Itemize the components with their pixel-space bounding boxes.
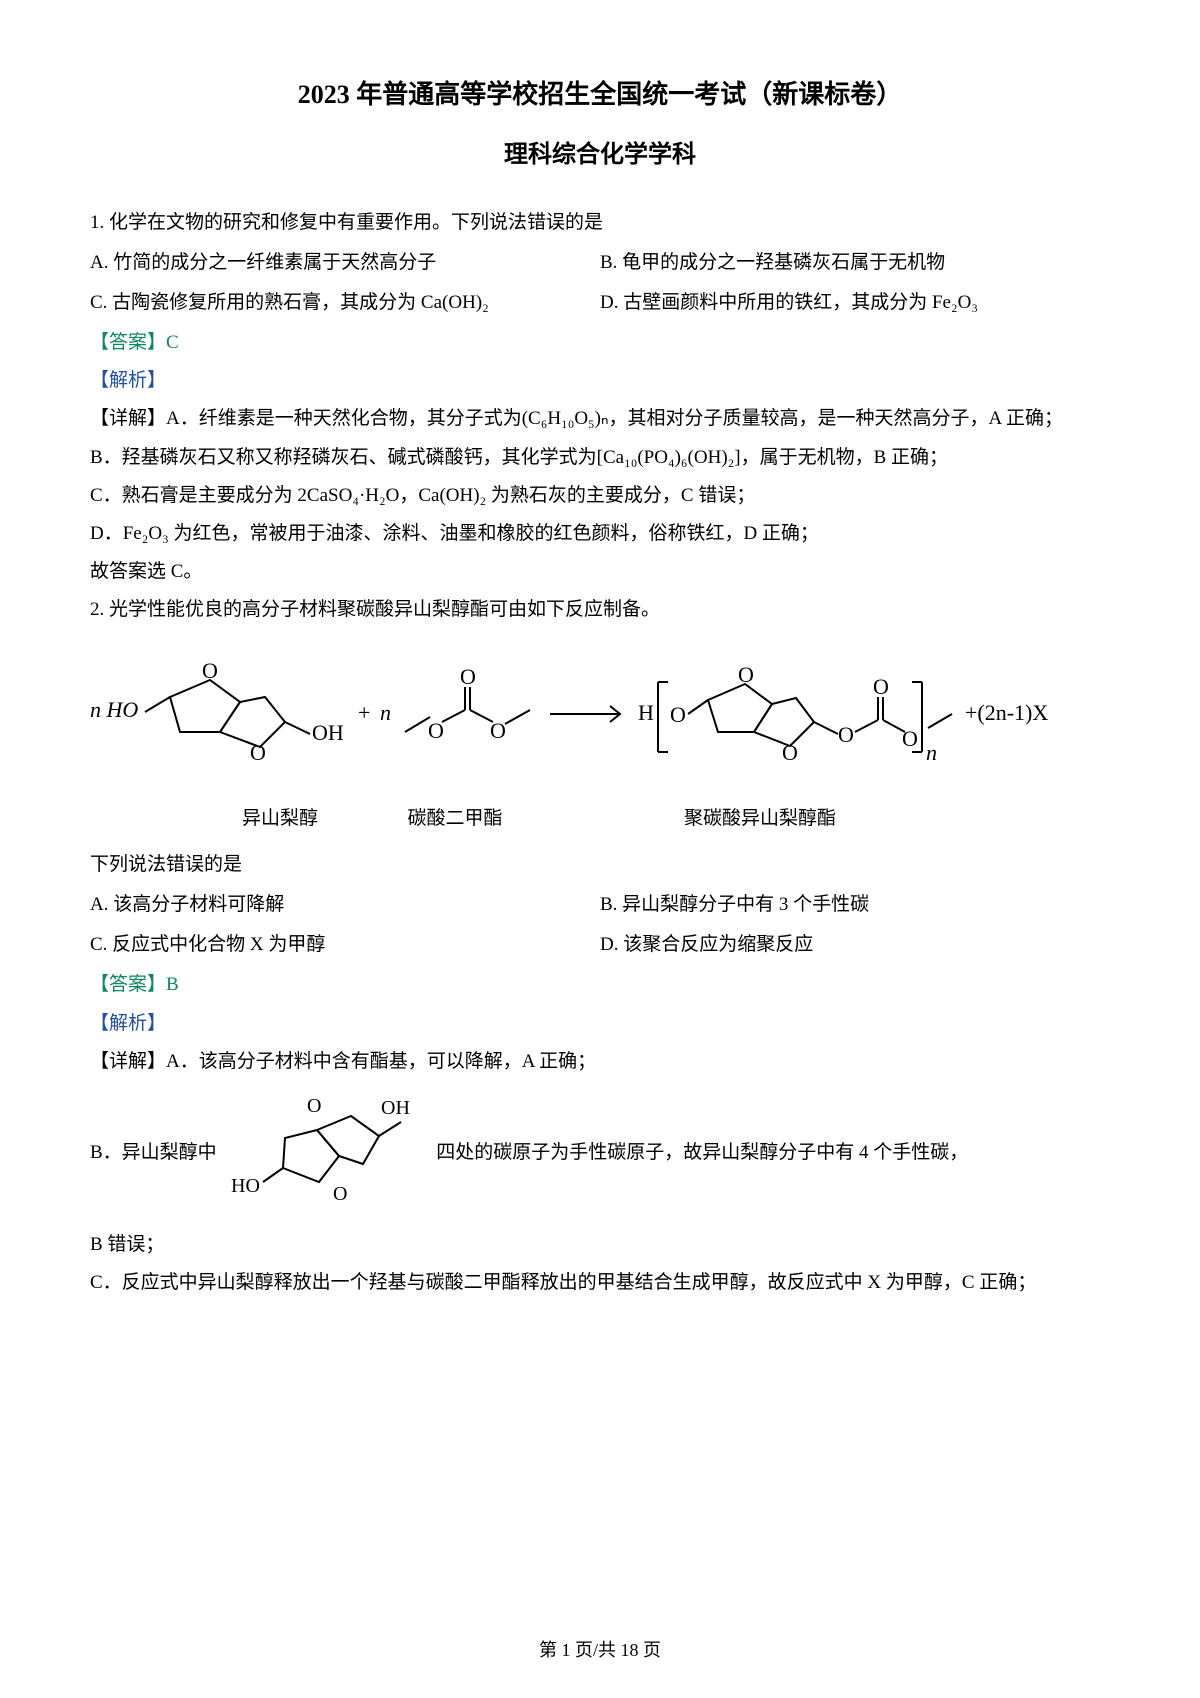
- polymer-bicyclic-structure: O O: [688, 662, 838, 765]
- isosorbide-structure: O O OH: [145, 658, 344, 765]
- svg-text:OH: OH: [381, 1097, 410, 1119]
- q1-detail-c: C．熟石膏是主要成分为 2CaSO₄·H₂O，Ca(OH)₂ 为熟石灰的主要成分…: [90, 478, 1110, 514]
- q1-detail-b: B．羟基磷灰石又称又称羟磷灰石、碱式磷酸钙，其化学式为[Ca₁₀(PO₄)₆(O…: [90, 440, 1110, 476]
- q1-option-d: D. 古壁画颜料中所用的铁红，其成分为 Fe₂O₃: [600, 285, 1110, 321]
- svg-text:O: O: [202, 658, 218, 683]
- q2-option-d: D. 该聚合反应为缩聚反应: [600, 927, 1110, 963]
- svg-text:O: O: [460, 664, 476, 689]
- page-content: 2023 年普通高等学校招生全国统一考试（新课标卷） 理科综合化学学科 1. 化…: [0, 0, 1200, 1363]
- dimethyl-carbonate-structure: O O O: [405, 664, 530, 743]
- svg-text:n: n: [926, 740, 937, 765]
- reaction-plus: +: [358, 700, 370, 725]
- q2-stem: 2. 光学性能优良的高分子材料聚碳酸异山梨醇酯可由如下反应制备。: [90, 592, 1110, 628]
- svg-text:O: O: [250, 740, 266, 765]
- svg-text:OH: OH: [312, 720, 344, 745]
- q2-option-c: C. 反应式中化合物 X 为甲醇: [90, 927, 600, 963]
- svg-text:HO: HO: [231, 1175, 260, 1197]
- q2-analysis-label: 【解析】: [90, 1006, 1110, 1042]
- svg-text:O: O: [428, 718, 444, 743]
- svg-text:O: O: [490, 718, 506, 743]
- q2-reaction-diagram: n HO O O OH + n O: [90, 642, 1110, 795]
- exam-subtitle: 理科综合化学学科: [90, 133, 1110, 179]
- svg-text:O: O: [670, 702, 686, 727]
- reaction-n-prefix: n HO: [90, 697, 138, 722]
- svg-text:O: O: [738, 662, 754, 687]
- svg-text:O: O: [838, 722, 854, 747]
- q2-post-stem: 下列说法错误的是: [90, 847, 1110, 883]
- svg-text:O: O: [307, 1095, 321, 1117]
- q2-detail-c: C．反应式中异山梨醇释放出一个羟基与碳酸二甲酯释放出的甲基结合生成甲醇，故反应式…: [90, 1265, 1110, 1301]
- q1-answer: 【答案】C: [90, 325, 1110, 361]
- q1-option-b: B. 龟甲的成分之一羟基磷灰石属于无机物: [600, 245, 1110, 281]
- q2-option-b: B. 异山梨醇分子中有 3 个手性碳: [600, 887, 1110, 923]
- label-isosorbide: 异山梨醇: [200, 801, 360, 837]
- q2-reaction-labels: 异山梨醇 碳酸二甲酯 聚碳酸异山梨醇酯: [90, 801, 1110, 837]
- q2-detail-b-pre: B．异山梨醇中: [90, 1142, 217, 1163]
- q2-option-a: A. 该高分子材料可降解: [90, 887, 600, 923]
- q1-options-row1: A. 竹简的成分之一纤维素属于天然高分子 B. 龟甲的成分之一羟基磷灰石属于无机…: [90, 243, 1110, 283]
- page-footer: 第 1 页/共 18 页: [0, 1636, 1200, 1662]
- reaction-h: H: [638, 700, 654, 725]
- q1-option-c: C. 古陶瓷修复所用的熟石膏，其成分为 Ca(OH)₂: [90, 285, 600, 321]
- q1-option-a: A. 竹简的成分之一纤维素属于天然高分子: [90, 245, 600, 281]
- svg-text:O: O: [873, 674, 889, 699]
- label-dmc: 碳酸二甲酯: [360, 801, 550, 837]
- q2-detail-a: 【详解】A．该高分子材料中含有酯基，可以降解，A 正确；: [90, 1044, 1110, 1080]
- svg-text:O: O: [782, 740, 798, 765]
- reaction-tail: +(2n-1)X: [965, 700, 1048, 725]
- q2-detail-b-end: B 错误；: [90, 1227, 1110, 1263]
- exam-title: 2023 年普通高等学校招生全国统一考试（新课标卷）: [90, 70, 1110, 119]
- q2-answer: 【答案】B: [90, 967, 1110, 1003]
- q1-detail-a: 【详解】A．纤维素是一种天然化合物，其分子式为(C₆H₁₀O₅)ₙ，其相对分子质…: [90, 401, 1110, 437]
- q2-detail-b: B．异山梨醇中 HO O O OH 四处的碳原子为手性碳原子，故异山梨醇分子中有…: [90, 1082, 1110, 1225]
- q1-analysis-label: 【解析】: [90, 363, 1110, 399]
- q2-options-row1: A. 该高分子材料可降解 B. 异山梨醇分子中有 3 个手性碳: [90, 885, 1110, 925]
- q1-detail-d: D．Fe₂O₃ 为红色，常被用于油漆、涂料、油墨和橡胶的红色颜料，俗称铁红，D …: [90, 516, 1110, 552]
- q1-stem: 1. 化学在文物的研究和修复中有重要作用。下列说法错误的是: [90, 205, 1110, 241]
- isosorbide-inline-structure: HO O O OH: [221, 1082, 431, 1225]
- svg-text:O: O: [902, 726, 918, 751]
- q2-detail-b-post: 四处的碳原子为手性碳原子，故异山梨醇分子中有 4 个手性碳，: [436, 1142, 968, 1163]
- q2-options-row2: C. 反应式中化合物 X 为甲醇 D. 该聚合反应为缩聚反应: [90, 925, 1110, 965]
- svg-text:O: O: [333, 1183, 347, 1205]
- q1-options-row2: C. 古陶瓷修复所用的熟石膏，其成分为 Ca(OH)₂ D. 古壁画颜料中所用的…: [90, 283, 1110, 323]
- reaction-svg: n HO O O OH + n O: [90, 642, 1090, 782]
- q1-detail-end: 故答案选 C。: [90, 554, 1110, 590]
- label-polymer: 聚碳酸异山梨醇酯: [630, 801, 890, 837]
- reaction-n2: n: [380, 700, 391, 725]
